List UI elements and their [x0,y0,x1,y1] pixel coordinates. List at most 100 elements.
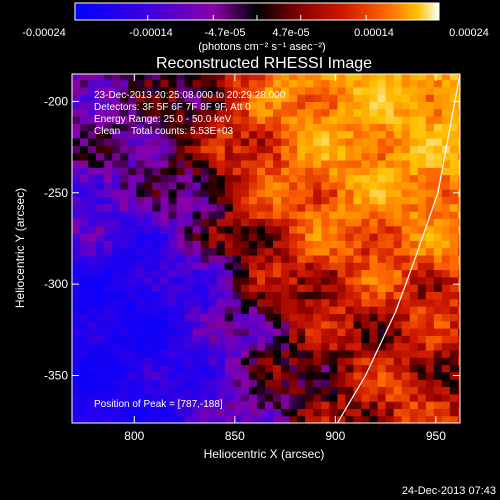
heatmap-cell [353,130,363,139]
heatmap-cell [152,342,162,351]
heatmap-cell [72,130,81,139]
heatmap-cell [361,181,371,190]
heatmap-cell [385,94,395,103]
heatmap-cell [441,276,451,285]
heatmap-cell [345,298,355,307]
heatmap-cell [120,298,129,307]
heatmap-cell [72,262,81,271]
heatmap-cell [337,276,347,285]
heatmap-cell [281,174,290,183]
heatmap-cell [361,174,371,183]
heatmap-cell [112,167,121,176]
heatmap-cell [353,167,363,176]
info-detectors: Detectors: 3F 5F 6F 7F 8F 9F, Att 0 [94,102,251,113]
heatmap-cell [112,152,121,161]
heatmap-cell [305,335,314,344]
heatmap-cell [232,79,242,88]
heatmap-cell [128,152,137,161]
heatmap-cell [257,138,266,146]
heatmap-cell [80,196,89,205]
heatmap-cell [104,386,113,395]
heatmap-cell [88,167,97,176]
heatmap-cell [289,313,298,322]
heatmap-cell [353,342,363,351]
heatmap-cell [425,167,435,176]
heatmap-cell [216,123,226,132]
heatmap-cell [96,211,105,219]
heatmap-cell [88,86,97,95]
heatmap-cell [176,181,186,190]
heatmap-cell [361,196,371,205]
heatmap-cell [224,349,234,358]
heatmap-cell [200,276,210,285]
heatmap-cell [176,94,186,103]
heatmap-cell [216,386,226,395]
heatmap-cell [297,94,306,103]
heatmap-cell [144,159,154,168]
heatmap-cell [216,233,226,241]
heatmap-cell [88,74,97,81]
heatmap-cell [393,320,403,329]
heatmap-cell [385,189,395,198]
heatmap-cell [104,313,113,322]
heatmap-cell [329,401,338,410]
heatmap-cell [441,393,451,402]
heatmap-cell [401,269,411,278]
heatmap-cell [72,116,81,124]
heatmap-cell [425,152,435,161]
heatmap-cell [281,328,290,336]
heatmap-cell [248,203,258,212]
heatmap-cell [128,393,137,402]
heatmap-cell [377,291,387,300]
heatmap-cell [160,159,170,168]
heatmap-cell [377,284,387,293]
heatmap-cell [433,94,443,103]
heatmap-cell [208,401,218,410]
heatmap-cell [192,218,202,227]
heatmap-cell [265,145,274,154]
heatmap-cell [385,335,395,344]
heatmap-cell [393,364,403,373]
heatmap-cell [265,276,274,285]
heatmap-cell [353,108,363,117]
heatmap-cell [361,203,371,212]
heatmap-cell [289,254,298,263]
heatmap-cell [72,123,81,132]
heatmap-cell [433,225,443,234]
heatmap-cell [104,233,113,241]
heatmap-cell [289,86,298,95]
heatmap-cell [289,328,298,336]
heatmap-cell [297,401,306,410]
heatmap-cell [168,254,178,263]
heatmap-cell [377,371,387,380]
heatmap-cell [281,196,290,205]
heatmap-cell [112,86,121,95]
heatmap-cell [329,94,338,103]
heatmap-cell [192,349,202,358]
heatmap-cell [160,94,170,103]
heatmap-cell [128,138,137,146]
heatmap-cell [281,335,290,344]
heatmap-cell [417,181,427,190]
heatmap-cell [160,79,170,88]
heatmap-cell [184,218,194,227]
heatmap-cell [297,371,306,380]
heatmap-cell [369,342,379,351]
heatmap-cell [441,269,451,278]
heatmap-cell [313,386,322,395]
heatmap-cell [281,291,290,300]
heatmap-cell [192,335,202,344]
heatmap-cell [72,159,81,168]
heatmap-cell [257,181,266,190]
heatmap-cell [176,306,186,315]
heatmap-cell [257,408,266,417]
heatmap-cell [297,145,306,154]
heatmap-cell [80,159,89,168]
heatmap-cell [265,225,274,234]
heatmap-cell [104,408,113,417]
heatmap-cell [168,74,178,81]
heatmap-cell [72,181,81,190]
heatmap-cell [80,335,89,344]
heatmap-cell [353,364,363,373]
